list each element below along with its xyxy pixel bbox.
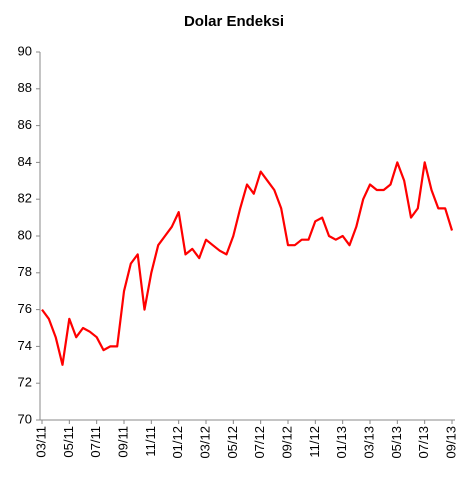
y-tick-label: 80: [18, 227, 32, 242]
x-tick-label: 05/11: [61, 426, 76, 458]
y-tick-label: 74: [18, 338, 32, 353]
x-tick-label: 09/12: [279, 426, 294, 459]
y-tick-label: 70: [18, 411, 32, 426]
data-line: [41, 161, 454, 366]
y-tick-label: 90: [18, 43, 32, 58]
x-tick-label: 11/11: [143, 426, 158, 457]
y-tick-label: 72: [18, 375, 32, 390]
x-tick-label: 05/12: [225, 426, 240, 459]
x-tick-label: 03/11: [33, 426, 48, 458]
y-tick-label: 84: [18, 154, 32, 169]
y-tick-label: 88: [18, 80, 32, 95]
x-tick-label: 03/13: [361, 426, 376, 459]
x-tick-label: 07/11: [88, 426, 103, 458]
x-tick-label: 03/12: [197, 426, 212, 459]
x-tick-label: 09/13: [443, 426, 458, 459]
x-tick-label: 01/12: [170, 426, 185, 459]
x-tick-label: 11/12: [307, 426, 322, 458]
x-tick-label: 09/11: [115, 426, 130, 458]
y-tick-label: 86: [18, 117, 32, 132]
x-tick-label: 07/12: [252, 426, 267, 459]
y-tick-label: 82: [18, 191, 32, 206]
y-tick-label: 78: [18, 264, 32, 279]
x-tick-label: 07/13: [416, 426, 431, 459]
chart-title: Dolar Endeksi: [184, 13, 284, 30]
x-tick-label: 05/13: [389, 426, 404, 459]
y-tick-label: 76: [18, 301, 32, 316]
x-tick-label: 01/13: [334, 426, 349, 459]
